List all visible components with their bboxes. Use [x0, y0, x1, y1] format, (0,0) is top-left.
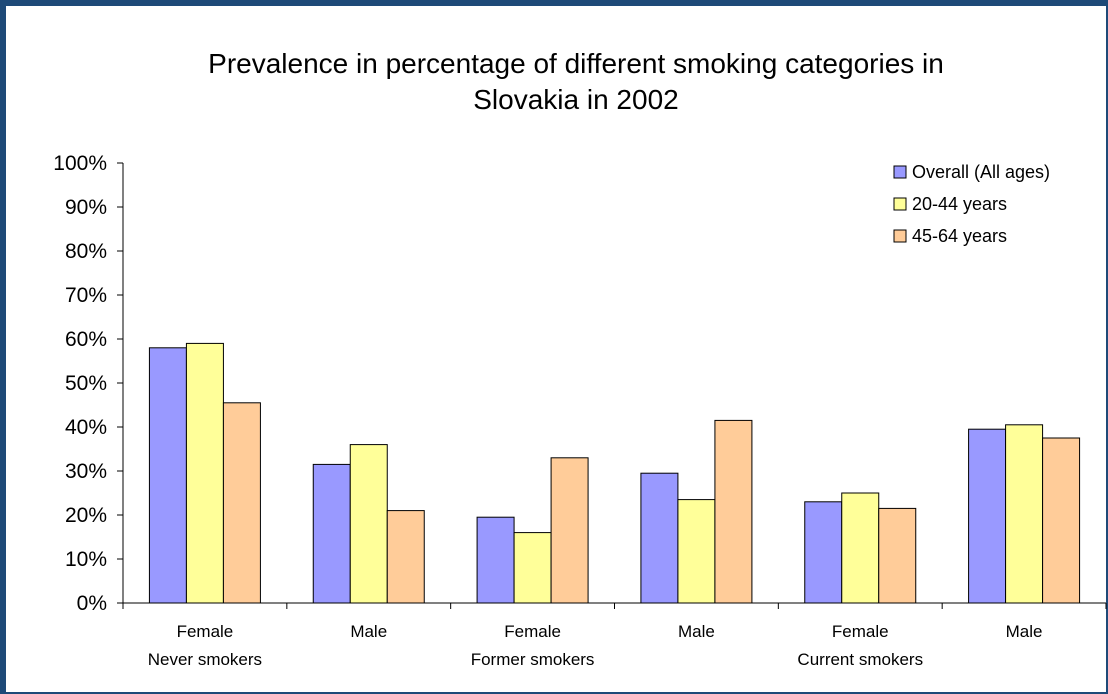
y-tick-label: 70%	[65, 284, 107, 307]
y-tick-label: 80%	[65, 240, 107, 263]
y-tick-label: 90%	[65, 196, 107, 219]
legend-label: Overall (All ages)	[912, 162, 1050, 182]
bar	[312, 463, 351, 604]
bar	[386, 510, 425, 604]
legend-label: 45-64 years	[912, 226, 1007, 246]
y-tick-label: 20%	[65, 504, 107, 527]
y-tick-label: 30%	[65, 460, 107, 483]
legend-label: 20-44 years	[912, 194, 1007, 214]
chart-bars	[148, 342, 1081, 604]
y-tick-label: 10%	[65, 548, 107, 571]
x-tick-label-line1: Female	[832, 622, 889, 641]
chart-title-line-2: Slovakia in 2002	[473, 84, 679, 115]
y-tick-label: 40%	[65, 416, 107, 439]
bar	[878, 507, 917, 604]
x-tick-label-line2: Former smokers	[471, 650, 595, 669]
x-tick-label-line2: Never smokers	[148, 650, 262, 669]
x-tick-label-line1: Female	[504, 622, 561, 641]
bar	[804, 501, 843, 604]
bar	[1042, 437, 1081, 604]
chart-legend: Overall (All ages) 20-44 years 45-64 years	[893, 162, 1050, 246]
bar	[148, 347, 187, 604]
bar	[550, 457, 589, 604]
x-tick-label-line1: Male	[350, 622, 387, 641]
bar	[1005, 424, 1044, 604]
bar	[677, 499, 716, 604]
bar	[968, 428, 1007, 604]
bar	[513, 532, 552, 604]
x-tick-label-line2: Current smokers	[797, 650, 923, 669]
legend-swatch	[893, 165, 907, 179]
x-tick-label-line1: Female	[177, 622, 234, 641]
chart-title-line-1: Prevalence in percentage of different sm…	[208, 48, 944, 79]
legend-swatch	[893, 197, 907, 211]
bar	[841, 492, 880, 604]
x-tick-label-line1: Male	[678, 622, 715, 641]
bar	[222, 402, 261, 604]
bar	[640, 472, 679, 604]
x-tick-label-line1: Male	[1006, 622, 1043, 641]
y-tick-label: 60%	[65, 328, 107, 351]
chart-title: Prevalence in percentage of different sm…	[126, 46, 1026, 118]
chart-axes: 0% 10% 20% 30% 40% 50% 60% 70% 80% 90% 100% Female N…	[53, 152, 1107, 669]
bar	[714, 419, 753, 604]
y-tick-label: 50%	[65, 372, 107, 395]
y-tick-label: 0%	[77, 592, 107, 615]
bar	[185, 342, 224, 604]
bar	[349, 444, 388, 604]
y-tick-label: 100%	[53, 152, 107, 175]
bar	[476, 516, 515, 604]
legend-swatch	[893, 229, 907, 243]
